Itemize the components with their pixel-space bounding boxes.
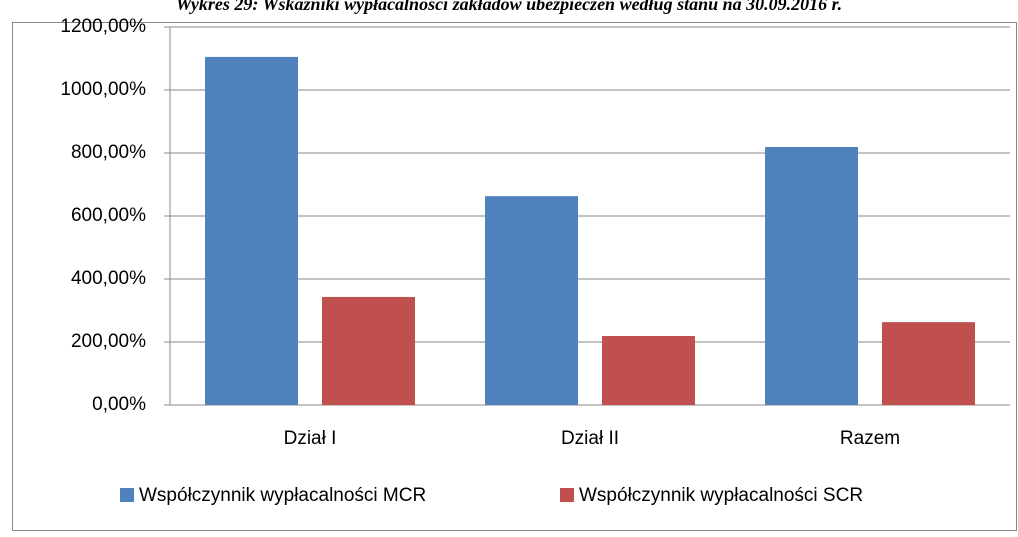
bar [602, 336, 695, 405]
title-bg [0, 0, 1018, 10]
bar [485, 196, 578, 405]
bar [205, 56, 298, 406]
y-tick-label: 600,00% [71, 205, 146, 226]
bar [765, 147, 858, 405]
x-tick-label: Razem [840, 428, 900, 449]
bar [882, 322, 975, 405]
legend-swatch [120, 488, 134, 502]
y-tick-label: 1000,00% [60, 79, 146, 100]
y-tick-label: 200,00% [71, 331, 146, 352]
x-tick-label: Dział II [561, 428, 619, 449]
y-tick-label: 800,00% [71, 142, 146, 163]
y-tick-label: 400,00% [71, 268, 146, 289]
y-tick-label: 0,00% [92, 394, 146, 415]
y-tick-label: 1200,00% [60, 16, 146, 37]
chart-title: Wykres 29: Wskaźniki wypłacalności zakła… [176, 0, 842, 14]
legend-swatch [560, 488, 574, 502]
legend-label: Współczynnik wypłacalności SCR [579, 485, 863, 506]
bar [322, 296, 415, 405]
x-tick-label: Dział I [284, 428, 337, 449]
legend-label: Współczynnik wypłacalności MCR [139, 485, 426, 506]
